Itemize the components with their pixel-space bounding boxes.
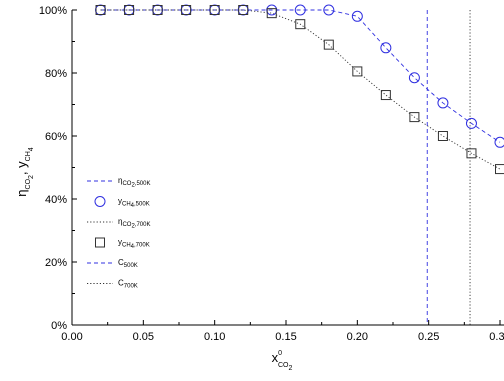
x-tick-label: 0.00 <box>61 331 82 343</box>
y-tick-label: 0% <box>51 320 67 332</box>
series-markers <box>95 4 504 175</box>
data-point-y700 <box>437 131 448 141</box>
legend-label: ηCO2,500K <box>118 176 150 189</box>
legend-label: yCH4,500K <box>118 197 150 210</box>
series-line-eta500 <box>100 9 501 143</box>
series-lines <box>100 9 501 170</box>
data-point-y500 <box>351 10 363 22</box>
legend-label: yCH4,700K <box>118 238 150 251</box>
data-point-y700 <box>152 5 163 15</box>
series-line-eta700 <box>100 9 501 170</box>
data-point-y500 <box>465 117 477 129</box>
x-tick-label: 0.10 <box>204 331 225 343</box>
data-point-y700 <box>124 5 135 15</box>
data-point-y700 <box>466 148 477 159</box>
x-tick-label: 0.30 <box>489 331 504 343</box>
data-point-y500 <box>294 4 306 16</box>
y-axis-title: ηCO2, yCH4 <box>14 147 35 197</box>
x-tick-label: 0.15 <box>275 331 296 343</box>
legend-swatch <box>95 237 105 248</box>
legend-label: C500K <box>118 258 138 269</box>
data-point-y700 <box>323 39 334 50</box>
legend-entry-y500: yCH4,500K <box>94 196 150 210</box>
legend-label: ηCO2,700K <box>118 217 150 230</box>
data-point-y700 <box>495 164 504 175</box>
legend-entry-y700: yCH4,700K <box>95 237 150 251</box>
data-point-y500 <box>408 72 420 84</box>
data-point-y700 <box>238 5 249 15</box>
tick-labels: 0.00 0.05 0.10 0.15 0.20 0.25 0.30 0% 20% 40% 60% 8… <box>39 5 504 343</box>
y-tick-label: 100% <box>39 5 67 17</box>
legend-entry-c700: C700K <box>87 279 138 290</box>
data-point-y500 <box>380 42 392 54</box>
legend-label: C700K <box>118 279 138 290</box>
legend-entry-eta500: ηCO2,500K <box>87 176 150 189</box>
x-tick-label: 0.25 <box>418 331 439 343</box>
y-tick-label: 80% <box>45 68 67 80</box>
y-tick-label: 40% <box>45 194 67 206</box>
data-point-y700 <box>181 5 192 15</box>
x-tick-label: 0.20 <box>347 331 368 343</box>
legend-swatch <box>94 196 106 207</box>
data-point-y700 <box>95 5 106 15</box>
y-tick-label: 20% <box>45 257 67 269</box>
data-point-y700 <box>209 5 220 15</box>
data-point-y700 <box>266 8 277 19</box>
axes <box>71 9 504 326</box>
data-point-y700 <box>380 90 391 101</box>
y-tick-label: 60% <box>45 131 67 143</box>
data-point-y500 <box>437 97 449 109</box>
data-point-y700 <box>352 66 363 77</box>
data-point-y500 <box>323 4 335 16</box>
vertical-reference-lines <box>426 10 471 325</box>
legend: ηCO2,500K yCH4,500K ηCO2,700K yCH4,700K C500… <box>87 176 150 290</box>
legend-entry-eta700: ηCO2,700K <box>87 217 150 230</box>
data-point-y700 <box>295 19 306 30</box>
data-point-y700 <box>409 112 420 123</box>
data-point-y500 <box>494 136 504 148</box>
legend-entry-c500: C500K <box>87 258 138 269</box>
x-tick-label: 0.05 <box>133 331 154 343</box>
x-axis-title: x0 CO2 <box>272 350 293 372</box>
